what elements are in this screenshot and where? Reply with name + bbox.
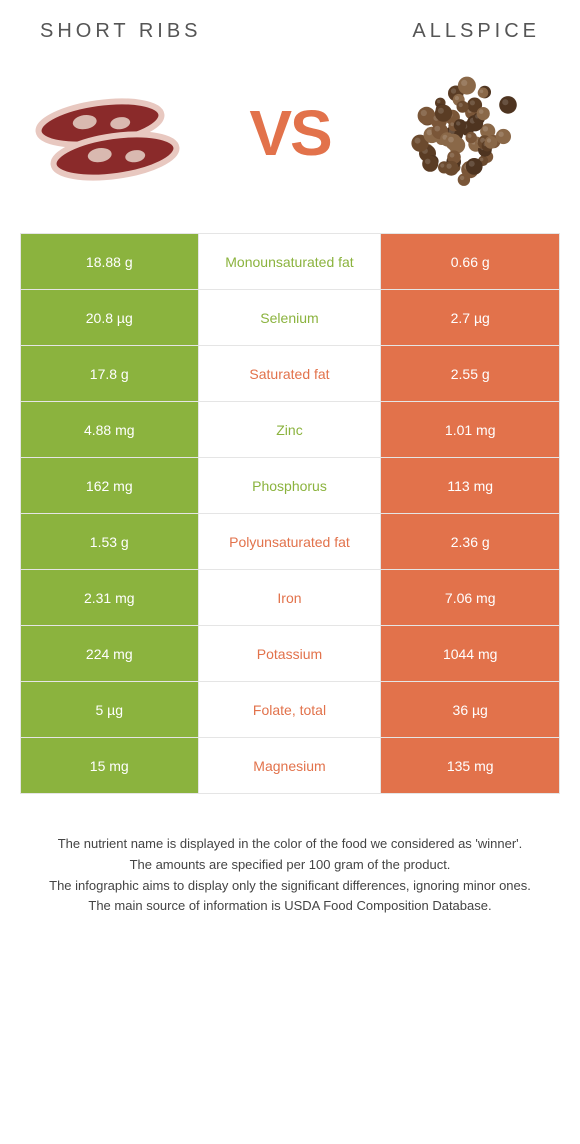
value-left: 1.53 g [21,514,199,569]
value-right: 2.7 µg [381,290,559,345]
note-line-1: The nutrient name is displayed in the co… [30,834,550,855]
note-line-2: The amounts are specified per 100 gram o… [30,855,550,876]
table-row: 224 mgPotassium1044 mg [21,625,559,681]
value-right: 1.01 mg [381,402,559,457]
nutrient-label: Zinc [199,402,382,457]
value-left: 20.8 µg [21,290,199,345]
nutrient-label: Potassium [199,626,382,681]
value-right: 113 mg [381,458,559,513]
table-row: 5 µgFolate, total36 µg [21,681,559,737]
nutrient-label: Saturated fat [199,346,382,401]
nutrient-label: Phosphorus [199,458,382,513]
table-row: 18.88 gMonounsaturated fat0.66 g [21,233,559,289]
nutrient-label: Folate, total [199,682,382,737]
value-left: 224 mg [21,626,199,681]
table-row: 15 mgMagnesium135 mg [21,737,559,793]
nutrient-label: Polyunsaturated fat [199,514,382,569]
table-row: 162 mgPhosphorus113 mg [21,457,559,513]
nutrient-label: Selenium [199,290,382,345]
nutrient-label: Iron [199,570,382,625]
notes-block: The nutrient name is displayed in the co… [20,794,560,917]
nutrient-label: Monounsaturated fat [199,234,382,289]
vs-label: VS [249,96,330,170]
titles-row: Short Ribs Allspice [20,20,560,43]
note-line-4: The main source of information is USDA F… [30,896,550,917]
value-left: 15 mg [21,738,199,793]
short-ribs-image [30,73,190,193]
note-line-3: The infographic aims to display only the… [30,876,550,897]
value-left: 162 mg [21,458,199,513]
value-right: 7.06 mg [381,570,559,625]
value-left: 18.88 g [21,234,199,289]
title-right: Allspice [412,20,540,43]
value-left: 5 µg [21,682,199,737]
table-row: 17.8 gSaturated fat2.55 g [21,345,559,401]
infographic-container: Short Ribs Allspice VS 18.88 gMonounsatu… [0,0,580,937]
nutrient-label: Magnesium [199,738,382,793]
value-right: 135 mg [381,738,559,793]
value-right: 36 µg [381,682,559,737]
table-row: 1.53 gPolyunsaturated fat2.36 g [21,513,559,569]
allspice-image [390,73,550,193]
value-right: 0.66 g [381,234,559,289]
images-row: VS [20,73,560,193]
value-right: 2.55 g [381,346,559,401]
value-left: 2.31 mg [21,570,199,625]
table-row: 2.31 mgIron7.06 mg [21,569,559,625]
comparison-table: 18.88 gMonounsaturated fat0.66 g20.8 µgS… [20,233,560,794]
value-right: 2.36 g [381,514,559,569]
table-row: 4.88 mgZinc1.01 mg [21,401,559,457]
value-right: 1044 mg [381,626,559,681]
value-left: 4.88 mg [21,402,199,457]
table-row: 20.8 µgSelenium2.7 µg [21,289,559,345]
title-left: Short Ribs [40,20,202,43]
value-left: 17.8 g [21,346,199,401]
